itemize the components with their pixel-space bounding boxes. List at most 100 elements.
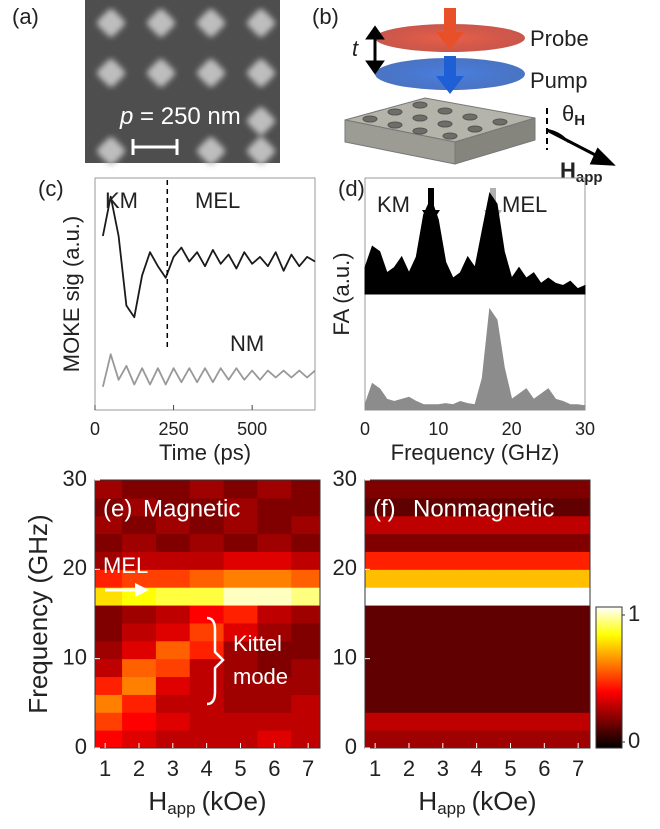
y-axis-label: FA (a.u.) <box>329 252 354 335</box>
heatmap-cell <box>392 605 426 623</box>
x-tick-label: 3 <box>167 756 179 781</box>
annotation: Kittel <box>233 631 282 656</box>
heatmap-cell <box>156 712 190 730</box>
x-tick-label: 6 <box>538 756 550 781</box>
y-tick-label: 10 <box>333 644 357 669</box>
heatmap-cell <box>190 569 224 587</box>
angle-label: θH <box>562 101 585 129</box>
heatmap-cell <box>527 659 561 677</box>
y-tick-label: 20 <box>333 555 357 580</box>
y-axis-label: Frequency (GHz) <box>23 514 53 713</box>
heatmap-cell <box>190 659 224 677</box>
heatmap-cell <box>190 694 224 712</box>
heatmap-cell <box>426 569 460 587</box>
heatmap-cell <box>527 605 561 623</box>
x-axis-sub: app <box>167 799 195 818</box>
heatmap-cell <box>358 534 392 552</box>
field-arrow <box>547 130 612 164</box>
field-symbol: H <box>560 158 576 183</box>
panel-label: (b) <box>312 4 339 29</box>
x-tick-label: 7 <box>302 756 314 781</box>
panel-title: Nonmagnetic <box>413 495 554 522</box>
heatmap-cell <box>190 534 224 552</box>
heatmap-cell <box>460 605 494 623</box>
heatmap-cell <box>122 677 156 695</box>
heatmap-cell <box>156 551 190 569</box>
heatmap-cell <box>122 534 156 552</box>
heatmap-cell <box>358 659 392 677</box>
heatmap-cell <box>494 623 528 641</box>
x-axis-label: Happ(kOe) <box>148 786 266 819</box>
heatmap-cell <box>122 623 156 641</box>
probe-label: Probe <box>530 26 589 51</box>
y-tick-label: 0 <box>345 734 357 759</box>
heatmap-cell <box>527 587 561 605</box>
x-tick-label: 0 <box>360 419 370 439</box>
spectrum-area <box>365 309 585 410</box>
y-tick-label: 10 <box>63 644 87 669</box>
heatmap-cell <box>156 694 190 712</box>
heatmap-cell <box>358 677 392 695</box>
heatmap-cell <box>224 712 258 730</box>
heatmap-cell <box>426 623 460 641</box>
heatmap-cell <box>257 534 291 552</box>
x-tick-label: 250 <box>159 419 189 439</box>
figure: (a) p = 250 nm (b) Probe Pump t θH Happ … <box>0 0 660 829</box>
heatmap-cell <box>426 641 460 659</box>
y-tick-label: 0 <box>75 734 87 759</box>
heatmap-cell <box>527 694 561 712</box>
heatmap-cell <box>358 641 392 659</box>
heatmap-cell <box>426 659 460 677</box>
heatmap-cell <box>257 516 291 534</box>
heatmap-cell <box>392 694 426 712</box>
x-tick-label: 4 <box>201 756 213 781</box>
x-tick-label: 5 <box>504 756 516 781</box>
heatmap-cell <box>494 534 528 552</box>
scale-value: = 250 nm <box>140 103 241 130</box>
panel-a: (a) p = 250 nm <box>12 0 280 167</box>
panel-b: (b) Probe Pump t θH Happ <box>312 4 612 186</box>
heatmap-cell <box>257 694 291 712</box>
heatmap-cell <box>426 587 460 605</box>
heatmap-cell <box>527 641 561 659</box>
heatmap-cell <box>88 641 122 659</box>
heatmap-cell <box>358 551 392 569</box>
heatmap-cell <box>494 605 528 623</box>
heatmap-cell <box>224 587 258 605</box>
heatmap-cell <box>527 551 561 569</box>
x-tick-label: 500 <box>237 419 267 439</box>
x-tick-label: 20 <box>502 419 522 439</box>
x-axis-sub: app <box>437 799 465 818</box>
heatmap-cell <box>257 569 291 587</box>
y-tick-label: 30 <box>63 466 87 491</box>
delay-label: t <box>352 36 359 61</box>
scale-label: p = 250 nm <box>119 103 241 130</box>
heatmap-cell <box>460 551 494 569</box>
annotation: KM <box>377 192 410 217</box>
x-axis-label: Happ(kOe) <box>418 786 536 819</box>
heatmap-cell <box>224 694 258 712</box>
annotation: MEL <box>502 192 547 217</box>
panel-label: (c) <box>38 176 64 201</box>
panel-label: (a) <box>12 4 39 29</box>
heatmap-cell <box>224 534 258 552</box>
x-tick-label: 2 <box>403 756 415 781</box>
heatmap-cell <box>257 587 291 605</box>
heatmap-cell <box>190 623 224 641</box>
panel-label: (f) <box>373 495 396 522</box>
x-tick-label: 10 <box>428 419 448 439</box>
heatmap-cell <box>527 569 561 587</box>
x-tick-label: 3 <box>437 756 449 781</box>
x-tick-label: 4 <box>471 756 483 781</box>
heatmap-cell <box>358 587 392 605</box>
heatmap-cell <box>426 605 460 623</box>
heatmap-cell <box>257 498 291 516</box>
annotation: mode <box>233 664 288 689</box>
x-tick-label: 7 <box>572 756 584 781</box>
heatmap-cell <box>494 587 528 605</box>
heatmap-cell <box>88 534 122 552</box>
heatmap-cell <box>494 712 528 730</box>
heatmap-cell <box>426 551 460 569</box>
delay-arrow <box>368 28 382 72</box>
angle-sub: H <box>574 112 585 129</box>
